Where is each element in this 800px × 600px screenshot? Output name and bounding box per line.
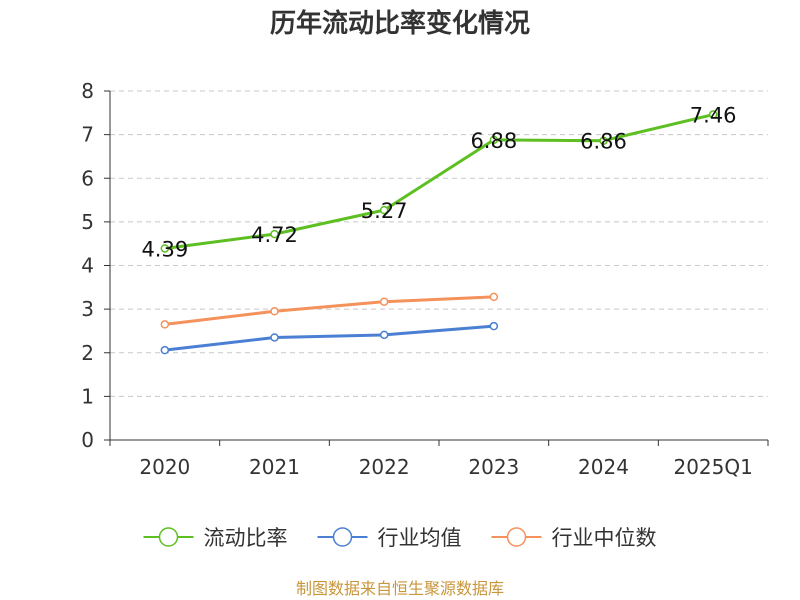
source-note: 制图数据来自恒生聚源数据库 — [295, 579, 504, 598]
data-point — [708, 110, 718, 119]
series-lines — [160, 110, 718, 355]
x-tick-label: 2023 — [468, 455, 519, 479]
grid-lines — [110, 90, 768, 397]
legend-swatch-marker — [332, 527, 353, 547]
data-point — [489, 292, 499, 302]
data-label: 4.39 — [141, 237, 188, 261]
data-point — [379, 205, 389, 215]
data-point — [379, 330, 389, 340]
data-point — [270, 307, 279, 316]
legend-swatch-marker — [506, 527, 527, 547]
series-line-0 — [164, 113, 714, 250]
data-label: 6.88 — [470, 129, 517, 153]
legend-item-0[interactable]: 流动比率 — [143, 526, 288, 550]
x-tick-label: 2020 — [139, 455, 190, 479]
data-label: 5.27 — [361, 199, 408, 223]
data-point — [270, 229, 279, 239]
y-tick-label: 3 — [81, 297, 94, 321]
x-tick-label: 2022 — [359, 455, 410, 479]
legend-label: 流动比率 — [204, 526, 288, 550]
y-tick-label: 6 — [81, 166, 94, 190]
legend-item-1[interactable]: 行业均值 — [317, 526, 462, 550]
y-tick-label: 4 — [81, 254, 94, 278]
x-tick-label: 2024 — [578, 455, 629, 479]
y-tick-label: 2 — [81, 341, 94, 365]
data-point — [270, 333, 279, 342]
data-point — [599, 136, 608, 145]
legend-label: 行业中位数 — [552, 526, 657, 550]
data-point — [489, 321, 499, 331]
legend-item-2[interactable]: 行业中位数 — [491, 526, 657, 550]
x-tick-label: 2025Q1 — [673, 455, 752, 479]
y-tick-label: 1 — [81, 384, 94, 408]
chart-title: 历年流动比率变化情况 — [269, 9, 530, 39]
legend[interactable]: 流动比率 行业均值 行业中位数 — [143, 526, 657, 550]
data-label: 7.46 — [690, 104, 737, 128]
data-point — [160, 320, 170, 329]
data-label: 4.72 — [251, 223, 298, 247]
data-labels: 4.39 4.72 5.27 6.88 6.86 7.46 — [141, 104, 736, 262]
y-tick-label: 5 — [81, 210, 94, 234]
legend-label: 行业均值 — [378, 526, 462, 550]
series-line-1 — [164, 324, 494, 352]
data-point — [160, 244, 170, 253]
data-point — [379, 297, 389, 306]
legend-swatch-marker — [158, 527, 179, 547]
data-point — [489, 135, 499, 145]
axes: 0 1 2 3 4 5 6 7 8 2020 2021 2022 2023 2024 2025Q1 — [81, 79, 769, 479]
series-line-2 — [164, 295, 494, 326]
y-tick-label: 7 — [81, 123, 94, 147]
y-tick-label: 0 — [81, 428, 94, 452]
data-label: 6.86 — [580, 130, 627, 154]
x-tick-label: 2021 — [249, 455, 300, 479]
data-point — [160, 345, 170, 355]
y-tick-label: 8 — [81, 79, 94, 103]
